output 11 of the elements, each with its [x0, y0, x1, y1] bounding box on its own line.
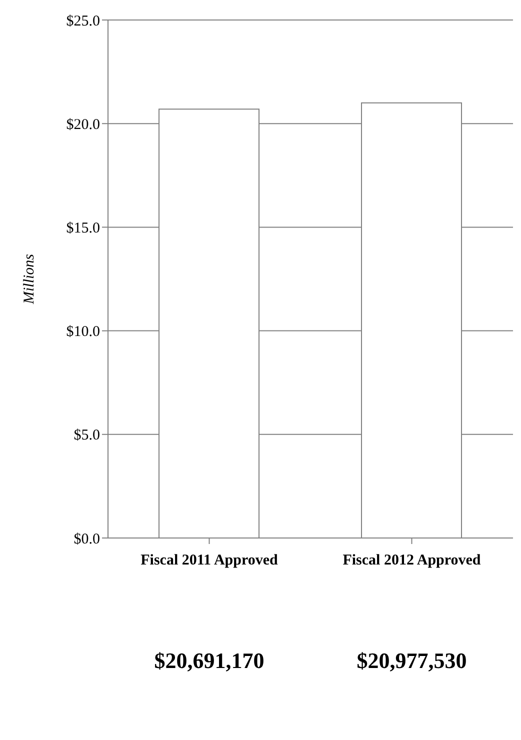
text: $20,977,530 — [356, 648, 468, 674]
y-axis-title: Millions — [21, 254, 38, 306]
x-tick-label: Fiscal 2011 Approved — [140, 552, 279, 569]
x-tick-label: Fiscal 2012 Approved — [342, 552, 482, 569]
y-tick-label: $5.0 — [74, 428, 100, 444]
y-tick-label: $25.0 — [66, 13, 100, 30]
text: $20,691,170 — [153, 648, 266, 674]
y-tick-label: $15.0 — [66, 220, 100, 237]
y-tick-label: $10.0 — [66, 324, 100, 340]
y-tick-label: $20.0 — [66, 116, 100, 133]
y-tick-label: $0.0 — [74, 531, 100, 548]
